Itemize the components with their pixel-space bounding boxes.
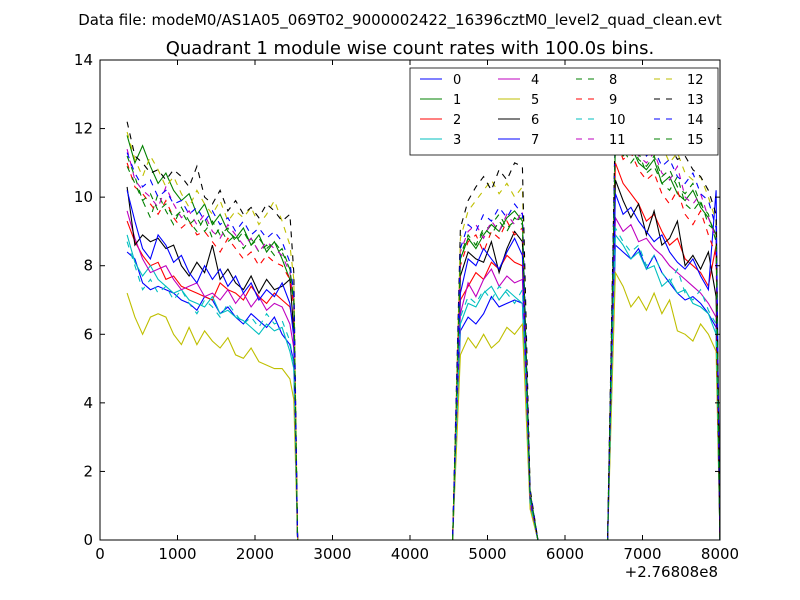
y-tick-label: 0 [83,531,93,549]
y-tick-label: 6 [83,325,93,343]
legend-label-13: 13 [687,93,704,108]
legend-label-0: 0 [453,73,461,88]
y-tick-label: 4 [83,394,93,412]
x-tick-label: 8000 [701,545,739,563]
legend-label-6: 6 [531,113,539,128]
chart-suptitle: Data file: modeM0/AS1A05_069T02_90000024… [78,11,722,30]
series-line-15 [126,135,720,540]
x-tick-label: 7000 [623,545,661,563]
legend-label-7: 7 [531,133,539,148]
series-line-9 [126,138,720,540]
legend-label-1: 1 [453,93,461,108]
series-line-10 [126,225,720,540]
legend-label-3: 3 [453,133,461,148]
legend-label-11: 11 [609,133,626,148]
legend-label-5: 5 [531,93,539,108]
ticks-layer: 0 1000 2000 3000 4000 5000 6000 7000 80000246810… [74,51,739,563]
y-tick-label: 8 [83,257,93,275]
chart-title: Quadrant 1 module wise count rates with … [166,38,655,59]
x-tick-label: 5000 [468,545,506,563]
x-tick-label: 0 [95,545,105,563]
x-tick-label: 6000 [546,545,584,563]
legend-label-10: 10 [609,113,626,128]
legend-label-2: 2 [453,113,461,128]
series-line-5 [126,270,720,540]
legend-label-15: 15 [687,133,704,148]
x-offset-label: +2.76808e8 [625,563,718,581]
legend-label-8: 8 [609,73,617,88]
y-tick-label: 10 [74,188,93,206]
plot-area: 0 1000 2000 3000 4000 5000 6000 7000 80000246810… [74,51,739,563]
y-tick-label: 12 [74,120,93,138]
legend-label-9: 9 [609,93,617,108]
legend-label-12: 12 [687,73,704,88]
y-tick-label: 2 [83,462,93,480]
x-tick-label: 1000 [158,545,196,563]
y-tick-label: 14 [74,51,93,69]
x-tick-label: 2000 [236,545,274,563]
x-tick-label: 4000 [391,545,429,563]
x-tick-label: 3000 [313,545,351,563]
legend-frame [409,67,719,156]
legend-label-14: 14 [687,113,704,128]
series-line-12 [126,109,720,540]
legend-label-4: 4 [531,73,539,88]
